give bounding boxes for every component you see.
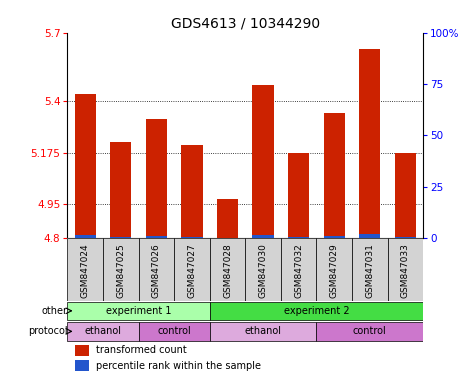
Text: experiment 2: experiment 2: [284, 306, 349, 316]
Bar: [324, 236, 345, 238]
Text: GSM847030: GSM847030: [259, 243, 267, 298]
Bar: [146, 119, 167, 238]
Text: GSM847028: GSM847028: [223, 243, 232, 298]
Bar: [210, 238, 246, 301]
Title: GDS4613 / 10344290: GDS4613 / 10344290: [171, 16, 320, 30]
Bar: [181, 237, 203, 238]
Text: GSM847024: GSM847024: [81, 243, 90, 298]
Bar: [139, 322, 210, 341]
Text: ethanol: ethanol: [85, 326, 121, 336]
Bar: [210, 301, 423, 320]
Bar: [110, 142, 132, 238]
Bar: [74, 345, 89, 356]
Bar: [388, 238, 423, 301]
Text: control: control: [157, 326, 191, 336]
Bar: [67, 301, 210, 320]
Text: GSM847025: GSM847025: [116, 243, 125, 298]
Bar: [217, 199, 238, 238]
Bar: [246, 238, 281, 301]
Bar: [395, 237, 416, 238]
Bar: [139, 238, 174, 301]
Bar: [103, 238, 139, 301]
Bar: [210, 322, 316, 341]
Bar: [74, 360, 89, 371]
Text: percentile rank within the sample: percentile rank within the sample: [96, 361, 261, 371]
Bar: [67, 238, 103, 301]
Bar: [252, 235, 274, 238]
Bar: [359, 233, 380, 238]
Bar: [74, 235, 96, 238]
Text: GSM847029: GSM847029: [330, 243, 339, 298]
Text: protocol: protocol: [28, 326, 67, 336]
Text: GSM847031: GSM847031: [365, 243, 374, 298]
Bar: [288, 152, 309, 238]
Text: other: other: [41, 306, 67, 316]
Bar: [395, 152, 416, 238]
Bar: [352, 238, 388, 301]
Bar: [317, 238, 352, 301]
Bar: [281, 238, 316, 301]
Bar: [324, 113, 345, 238]
Text: experiment 1: experiment 1: [106, 306, 171, 316]
Text: GSM847033: GSM847033: [401, 243, 410, 298]
Bar: [252, 85, 274, 238]
Text: control: control: [353, 326, 387, 336]
Bar: [359, 49, 380, 238]
Text: ethanol: ethanol: [245, 326, 282, 336]
Text: GSM847026: GSM847026: [152, 243, 161, 298]
Bar: [74, 94, 96, 238]
Bar: [174, 238, 210, 301]
Bar: [181, 144, 203, 238]
Bar: [146, 236, 167, 238]
Text: transformed count: transformed count: [96, 345, 186, 355]
Bar: [288, 237, 309, 238]
Bar: [110, 237, 132, 238]
Bar: [317, 322, 423, 341]
Text: GSM847032: GSM847032: [294, 243, 303, 298]
Bar: [67, 322, 139, 341]
Text: GSM847027: GSM847027: [187, 243, 196, 298]
